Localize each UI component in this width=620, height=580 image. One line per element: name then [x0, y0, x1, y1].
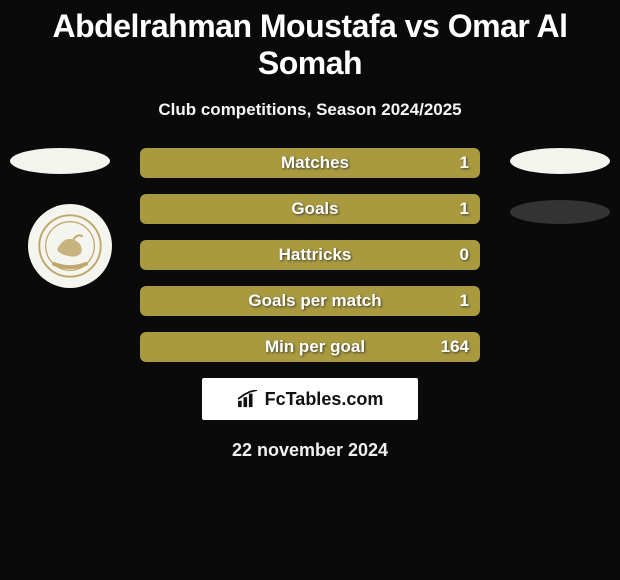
stat-label: Matches	[281, 153, 349, 173]
stat-row-goals-per-match: Goals per match 1	[140, 286, 480, 316]
page-subtitle: Club competitions, Season 2024/2025	[0, 100, 620, 120]
stat-value: 1	[460, 153, 469, 173]
stat-row-matches: Matches 1	[140, 148, 480, 178]
stat-label: Min per goal	[265, 337, 365, 357]
club-badge	[28, 204, 112, 288]
chart-icon	[237, 390, 259, 408]
brand-text: FcTables.com	[265, 389, 384, 410]
page-title: Abdelrahman Moustafa vs Omar Al Somah	[0, 0, 620, 82]
player-oval-left	[10, 148, 110, 174]
stat-row-min-per-goal: Min per goal 164	[140, 332, 480, 362]
stat-label: Goals	[291, 199, 338, 219]
club-badge-icon	[38, 214, 102, 278]
brand-watermark: FcTables.com	[202, 378, 418, 420]
stat-label: Goals per match	[248, 291, 381, 311]
stat-row-hattricks: Hattricks 0	[140, 240, 480, 270]
stats-bars: Matches 1 Goals 1 Hattricks 0 Goals per …	[140, 148, 480, 362]
stat-value: 1	[460, 199, 469, 219]
stat-row-goals: Goals 1	[140, 194, 480, 224]
stat-value: 0	[460, 245, 469, 265]
player-oval-right-2	[510, 200, 610, 224]
date-text: 22 november 2024	[0, 440, 620, 461]
comparison-content: Matches 1 Goals 1 Hattricks 0 Goals per …	[0, 148, 620, 461]
player-oval-right-1	[510, 148, 610, 174]
stat-value: 164	[441, 337, 469, 357]
stat-value: 1	[460, 291, 469, 311]
stat-label: Hattricks	[279, 245, 352, 265]
